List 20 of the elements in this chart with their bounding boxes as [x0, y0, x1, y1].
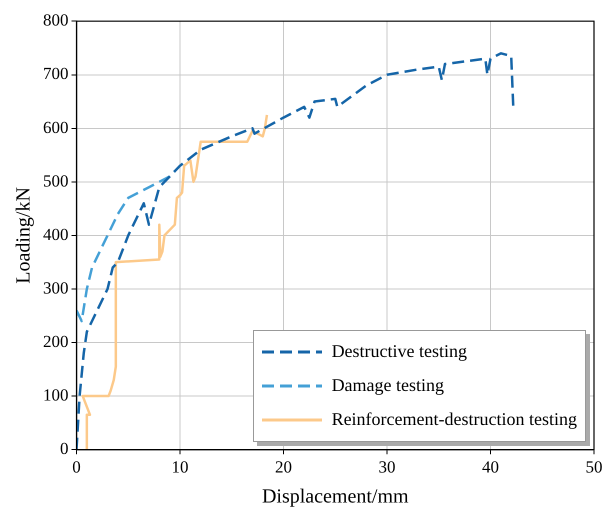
y-tick-label: 700 [43, 64, 68, 84]
y-axis-title: Loading/kN [12, 187, 34, 284]
x-tick-label: 20 [275, 457, 292, 476]
legend-label: Damage testing [332, 375, 444, 396]
y-tick-label: 800 [43, 10, 68, 30]
y-tick-label: 100 [43, 386, 68, 405]
x-tick-label: 0 [72, 457, 81, 476]
y-tick-label: 600 [43, 118, 68, 137]
y-tick-label: 200 [43, 332, 68, 351]
x-axis-title: Displacement/mm [262, 485, 410, 508]
y-tick-label: 300 [43, 278, 68, 298]
y-tick-label: 0 [60, 439, 68, 458]
y-tick-label: 500 [43, 171, 68, 190]
x-tick-label: 10 [172, 457, 188, 476]
legend-label: Destructive testing [332, 341, 468, 362]
x-tick-label: 30 [378, 457, 396, 476]
legend-label: Reinforcement-destruction testing [332, 409, 577, 430]
x-tick-label: 50 [586, 457, 602, 476]
y-tick-label: 400 [43, 224, 68, 244]
x-tick-label: 40 [482, 457, 499, 476]
